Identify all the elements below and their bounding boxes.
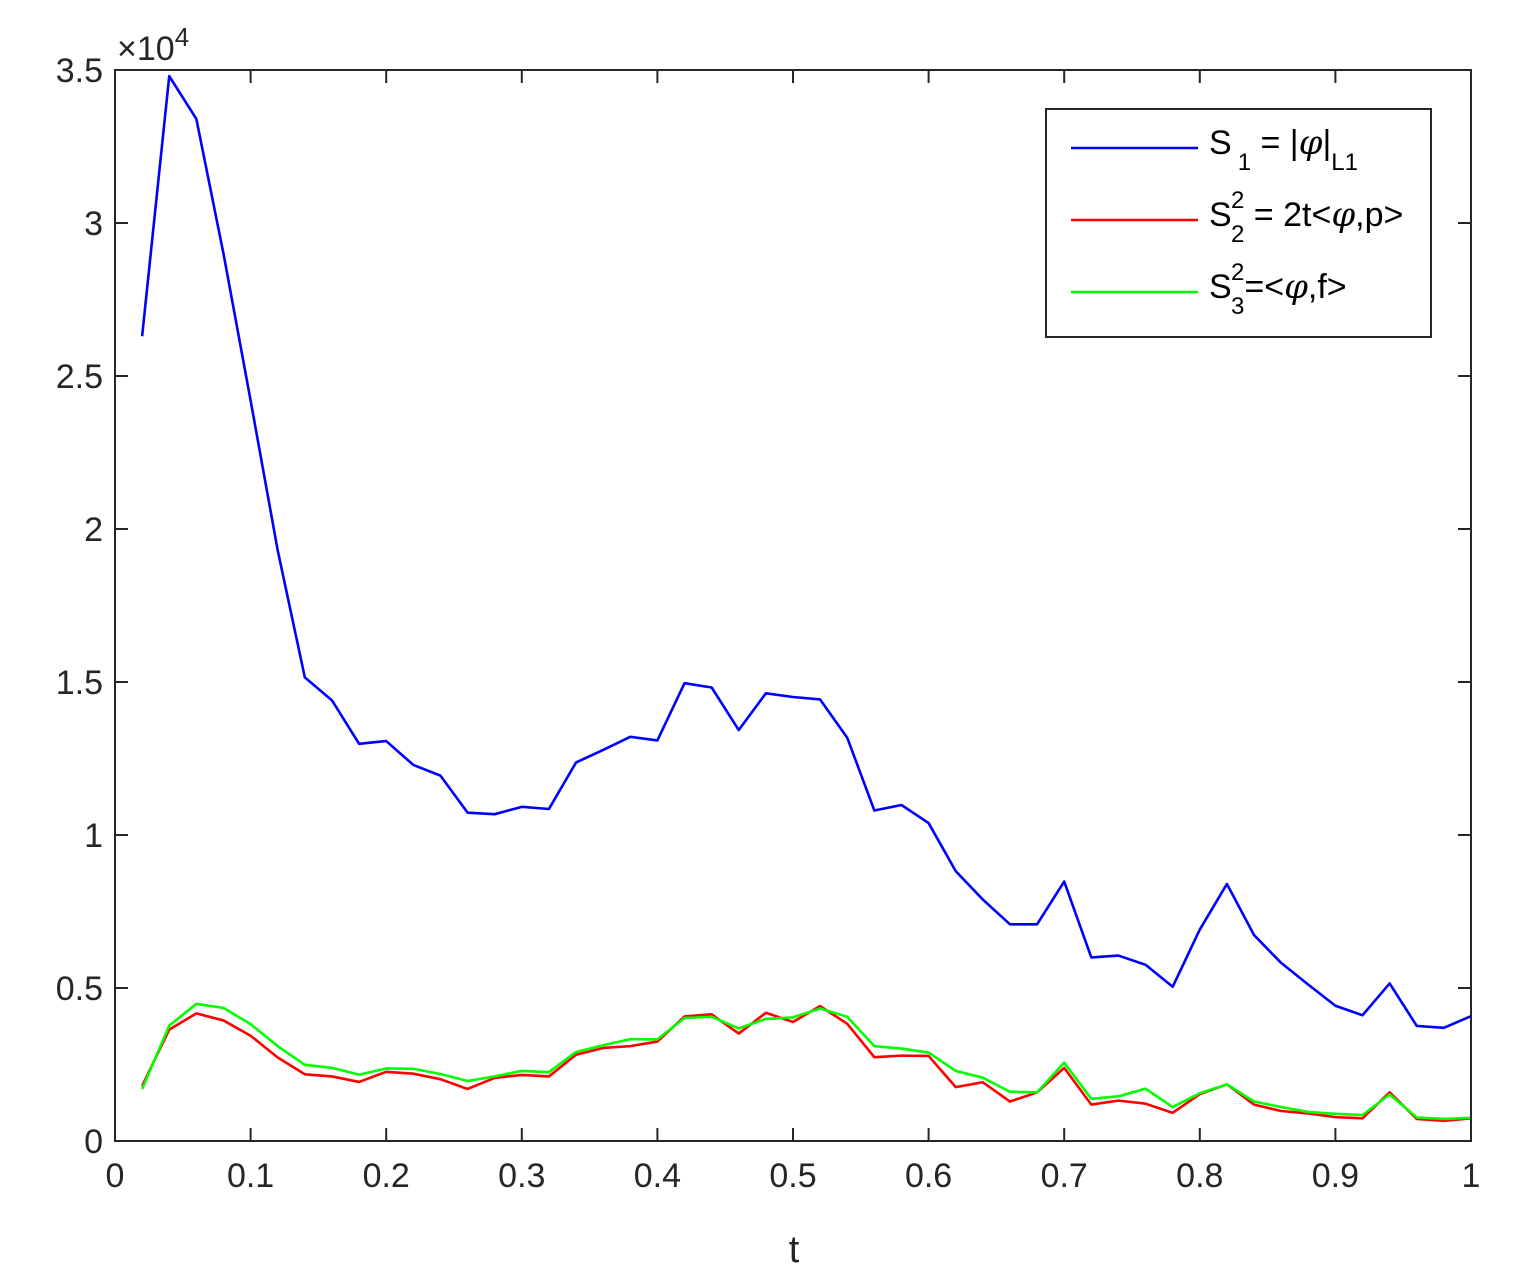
x-tick-label: 0.4	[634, 1157, 681, 1195]
series-line-1	[140, 74, 1472, 1030]
x-tick-label: 0.7	[1041, 1157, 1088, 1195]
y-tick-label: 3	[84, 205, 103, 243]
x-tick-label: 0.5	[769, 1157, 816, 1195]
series-layer	[140, 74, 1472, 1123]
series-line-3	[140, 1002, 1472, 1121]
x-tick-label: 0.2	[363, 1157, 410, 1195]
y-tick-label: 1.5	[56, 664, 103, 702]
x-tick-label: 1	[1462, 1157, 1481, 1195]
y-exponent-label: ×104	[117, 22, 189, 68]
x-tick-label: 0	[106, 1157, 125, 1195]
legend-label: S1 = |φ|L1	[1209, 123, 1358, 176]
x-tick-label: 0.6	[905, 1157, 952, 1195]
x-axis-label: t	[789, 1229, 800, 1271]
legend-label: S2 3=<φ,f>	[1209, 259, 1347, 320]
svg-text:×104: ×104	[117, 22, 189, 68]
legend: S1 = |φ|L1 S2 2 = 2t<φ,p> S2 3=<φ,f>	[1045, 108, 1432, 338]
y-tick-label: 0	[84, 1123, 103, 1161]
y-exponent-base: ×10	[117, 30, 175, 68]
y-tick-label: 2	[84, 511, 103, 549]
x-tick-label: 0.1	[227, 1157, 274, 1195]
legend-label: S2 2 = 2t<φ,p>	[1209, 187, 1403, 248]
y-tick-label: 3.5	[56, 52, 103, 90]
x-tick-label: 0.3	[498, 1157, 545, 1195]
legend-item-3: S2 3=<φ,f>	[1071, 259, 1347, 320]
x-tick-label: 0.9	[1312, 1157, 1359, 1195]
y-tick-label: 1	[84, 817, 103, 855]
x-tick-label: 0.8	[1176, 1157, 1223, 1195]
legend-item-1: S1 = |φ|L1	[1071, 123, 1358, 176]
y-exponent-power: 4	[175, 22, 189, 52]
y-tick-label: 0.5	[56, 970, 103, 1008]
y-tick-label: 2.5	[56, 358, 103, 396]
axes-layer: 0 0.1 0.2 0.3 0.4 0.5 0.6 0.7 0.8 0.9 1 0 0.5 1 1.5 2 2.…	[56, 52, 1481, 1195]
legend-item-2: S2 2 = 2t<φ,p>	[1071, 187, 1403, 248]
